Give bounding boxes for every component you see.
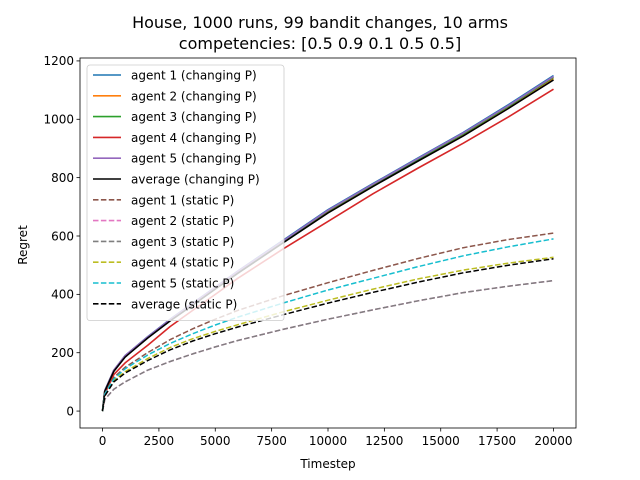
x-tick-label: 7500: [256, 434, 287, 448]
y-tick-label: 800: [51, 171, 74, 185]
y-tick-label: 0: [66, 404, 74, 418]
y-tick-label: 1000: [43, 113, 74, 127]
x-axis-label: Timestep: [299, 457, 355, 471]
legend-label-1: agent 1 (changing P): [131, 69, 257, 83]
series-line-7: [101, 232, 554, 412]
legend-label-7: agent 1 (static P): [131, 193, 234, 207]
x-tick-label: 12500: [365, 434, 403, 448]
chart-title-line-1: House, 1000 runs, 99 bandit changes, 10 …: [132, 13, 508, 32]
x-tick-label: 17500: [478, 434, 516, 448]
legend-label-5: agent 5 (changing P): [131, 152, 257, 166]
legend-label-12: average (static P): [131, 297, 237, 311]
y-tick-label: 200: [51, 346, 74, 360]
chart-title-line-2: competencies: [0.5 0.9 0.1 0.5 0.5]: [179, 34, 461, 53]
legend-label-10: agent 4 (static P): [131, 256, 234, 270]
legend-label-4: agent 4 (changing P): [131, 131, 257, 145]
legend-label-3: agent 3 (changing P): [131, 110, 257, 124]
x-tick-label: 10000: [309, 434, 347, 448]
x-tick-label: 15000: [422, 434, 460, 448]
y-axis-label: Regret: [16, 225, 30, 265]
legend-label-2: agent 2 (changing P): [131, 89, 257, 103]
series-line-9: [101, 279, 554, 412]
axes: 0 2500 5000 7500 10000 12500 15000 17500 20000 0 2…: [43, 54, 577, 448]
legend-box: [86, 64, 285, 322]
legend-label-11: agent 5 (static P): [131, 277, 234, 291]
x-tick-label: 20000: [534, 434, 572, 448]
legend-label-8: agent 2 (static P): [131, 214, 234, 228]
y-tick-label: 400: [51, 288, 74, 302]
y-tick-label: 1200: [43, 54, 74, 68]
y-tick-label: 600: [51, 229, 74, 243]
legend-label-9: agent 3 (static P): [131, 235, 234, 249]
legend-label-6: average (changing P): [131, 173, 260, 187]
legend: agent 1 (changing P) agent 2 (changing P)…: [86, 64, 285, 322]
x-tick-label: 2500: [144, 434, 175, 448]
x-tick-label: 0: [99, 434, 107, 448]
series-line-10: [101, 256, 554, 412]
series-line-11: [101, 238, 554, 412]
x-tick-label: 5000: [200, 434, 231, 448]
